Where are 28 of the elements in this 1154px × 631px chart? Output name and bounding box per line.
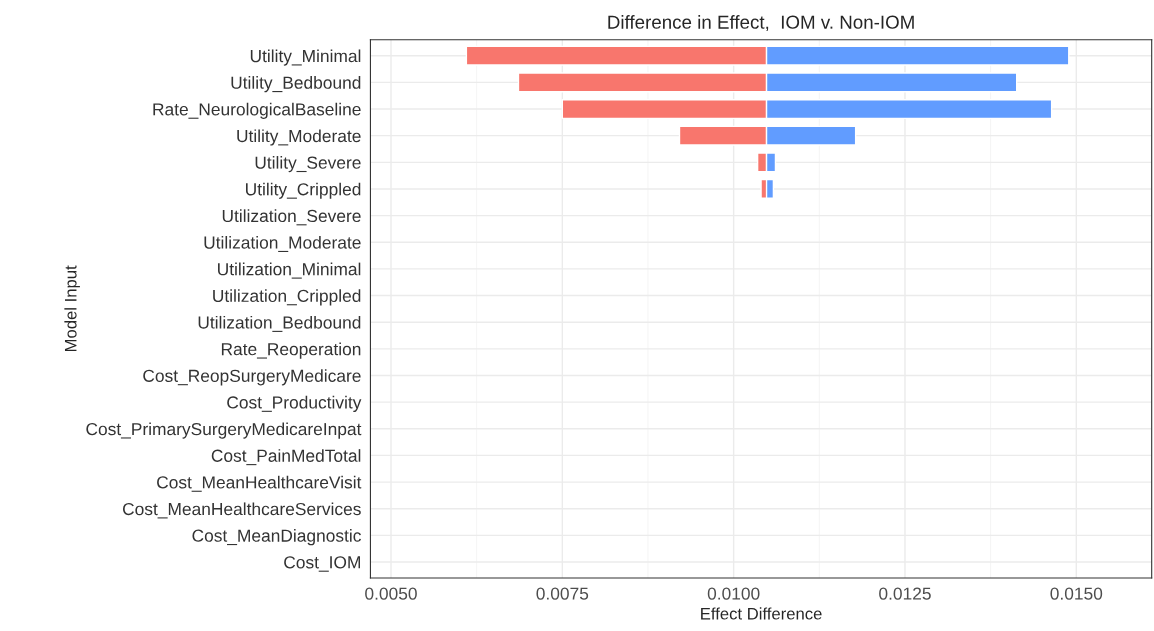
y-tick-label: Cost_PainMedTotal [211, 449, 361, 466]
x-tick-label: 0.0050 [365, 587, 417, 600]
y-tick-label: Rate_NeurologicalBaseline [153, 102, 361, 119]
y-tick-label: Utility_Moderate [237, 129, 361, 146]
y-tick-label: Cost_IOM [284, 556, 360, 572]
y-tick-label: Utility_Minimal [250, 49, 361, 66]
y-tick-label: Cost_MeanDiagnostic [192, 529, 361, 546]
y-tick-label: Utilization_Bedbound [198, 315, 361, 332]
y-tick-label: Cost_MeanHealthcareVisit [157, 475, 362, 492]
chart-title: Difference in Effect, IOM v. Non-IOM [608, 15, 914, 32]
x-axis-title: Effect Difference [701, 607, 822, 620]
y-tick-label: Utilization_Minimal [218, 262, 361, 279]
y-tick-label: Rate_Reoperation [221, 342, 361, 359]
y-tick-label: Cost_MeanHealthcareServices [122, 502, 361, 519]
y-tick-label: Utilization_Severe [222, 209, 361, 226]
y-tick-label: Utility_Bedbound [231, 76, 361, 93]
y-tick-label: Utilization_Moderate [204, 235, 361, 252]
y-tick-label: Utility_Severe [255, 156, 361, 173]
x-tick-label: 0.0150 [1050, 587, 1103, 600]
x-tick-label: 0.0075 [536, 587, 589, 600]
y-axis-title: Model Input [64, 265, 80, 352]
y-tick-label: Utility_Crippled [246, 182, 361, 199]
y-tick-label: Cost_ReopSurgeryMedicare [143, 369, 361, 386]
y-tick-label: Cost_PrimarySurgeryMedicareInpat [86, 422, 362, 439]
x-tick-label: 0.0100 [707, 587, 760, 600]
y-tick-label: Utilization_Crippled [213, 289, 361, 306]
x-tick-label: 0.0125 [879, 587, 931, 600]
y-tick-label: Cost_Productivity [227, 395, 362, 413]
